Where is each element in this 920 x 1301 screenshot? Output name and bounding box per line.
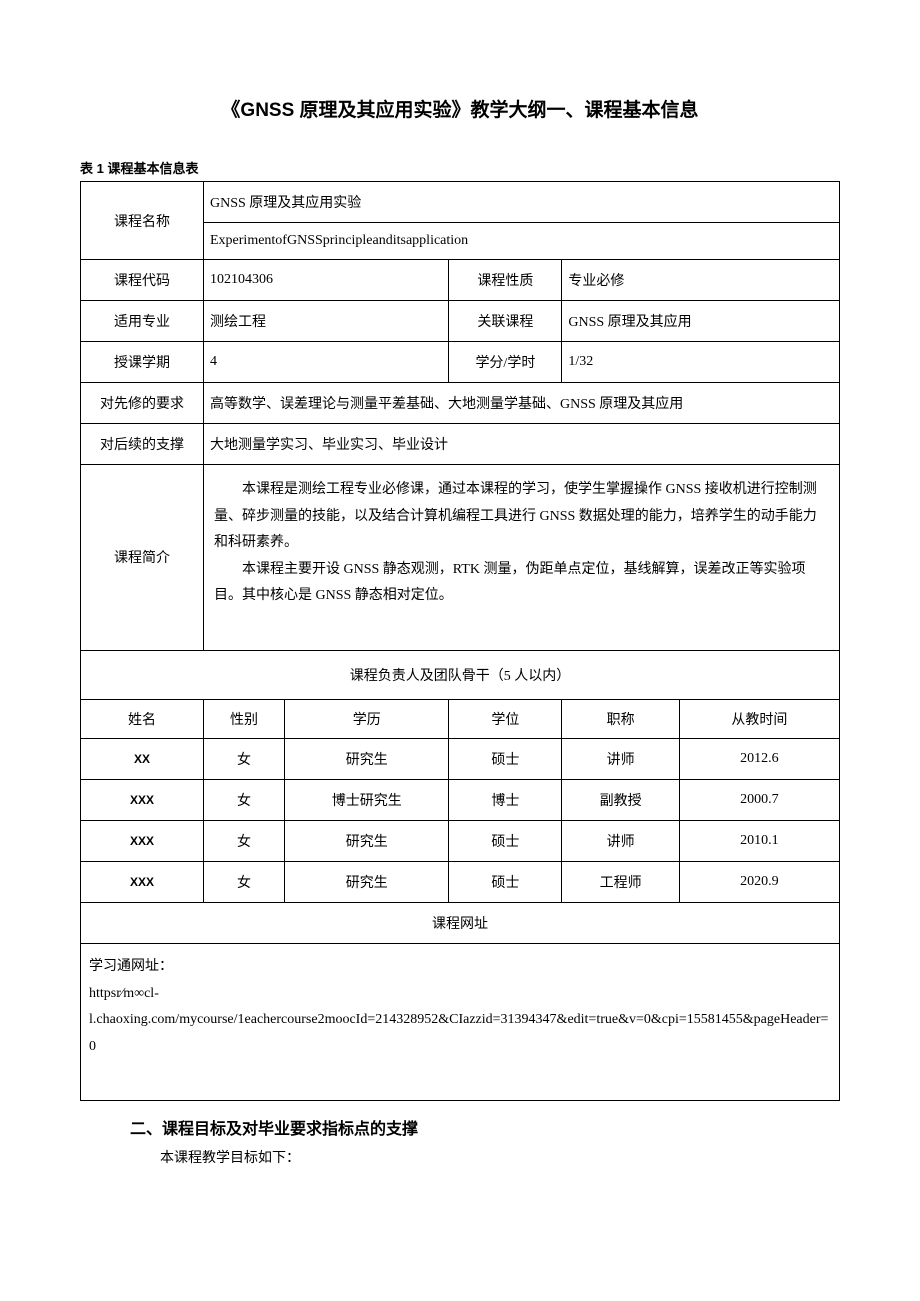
person-gender: 女 bbox=[204, 861, 285, 902]
person-edu: 研究生 bbox=[285, 738, 449, 779]
course-info-table: 课程名称 GNSS 原理及其应用实验 ExperimentofGNSSprinc… bbox=[80, 181, 840, 1101]
col-since: 从教时间 bbox=[679, 699, 839, 738]
person-title: 工程师 bbox=[562, 861, 679, 902]
person-gender: 女 bbox=[204, 779, 285, 820]
label-semester: 授课学期 bbox=[81, 342, 204, 383]
person-since: 2020.9 bbox=[679, 861, 839, 902]
course-intro: 本课程是测绘工程专业必修课，通过本课程的学习，使学生掌握操作 GNSS 接收机进… bbox=[204, 465, 840, 651]
label-prereq: 对先修的要求 bbox=[81, 383, 204, 424]
course-name-en: ExperimentofGNSSprincipleanditsapplicati… bbox=[204, 223, 840, 260]
person-name: XXX bbox=[81, 779, 204, 820]
person-edu: 博士研究生 bbox=[285, 779, 449, 820]
person-title: 讲师 bbox=[562, 738, 679, 779]
col-gender: 性别 bbox=[204, 699, 285, 738]
person-name: XXX bbox=[81, 861, 204, 902]
team-row: XXX 女 博士研究生 博士 副教授 2000.7 bbox=[81, 779, 840, 820]
team-header: 课程负责人及团队骨干（5 人以内） bbox=[81, 650, 840, 699]
person-gender: 女 bbox=[204, 738, 285, 779]
team-row: XX 女 研究生 硕士 讲师 2012.6 bbox=[81, 738, 840, 779]
person-name: XX bbox=[81, 738, 204, 779]
label-support: 对后续的支撑 bbox=[81, 424, 204, 465]
person-gender: 女 bbox=[204, 820, 285, 861]
person-since: 2000.7 bbox=[679, 779, 839, 820]
person-edu: 研究生 bbox=[285, 861, 449, 902]
course-related: GNSS 原理及其应用 bbox=[562, 301, 840, 342]
col-degree: 学位 bbox=[449, 699, 562, 738]
label-related: 关联课程 bbox=[449, 301, 562, 342]
course-support: 大地测量学实习、毕业实习、毕业设计 bbox=[204, 424, 840, 465]
label-course-nature: 课程性质 bbox=[449, 260, 562, 301]
team-row: XXX 女 研究生 硕士 讲师 2010.1 bbox=[81, 820, 840, 861]
label-major: 适用专业 bbox=[81, 301, 204, 342]
person-edu: 研究生 bbox=[285, 820, 449, 861]
url-line1: 学习通网址： bbox=[89, 954, 831, 981]
person-title: 讲师 bbox=[562, 820, 679, 861]
course-semester: 4 bbox=[204, 342, 449, 383]
person-since: 2010.1 bbox=[679, 820, 839, 861]
course-prereq: 高等数学、误差理论与测量平差基础、大地测量学基础、GNSS 原理及其应用 bbox=[204, 383, 840, 424]
url-line2: httpsr∕m∞cl- bbox=[89, 981, 831, 1008]
person-degree: 博士 bbox=[449, 779, 562, 820]
team-row: XXX 女 研究生 硕士 工程师 2020.9 bbox=[81, 861, 840, 902]
col-name: 姓名 bbox=[81, 699, 204, 738]
course-url-cell: 学习通网址： httpsr∕m∞cl- l.chaoxing.com/mycou… bbox=[81, 943, 840, 1100]
url-line3: l.chaoxing.com/mycourse/1eachercourse2mo… bbox=[89, 1007, 831, 1060]
course-name-cn: GNSS 原理及其应用实验 bbox=[204, 182, 840, 223]
person-degree: 硕士 bbox=[449, 861, 562, 902]
course-nature: 专业必修 bbox=[562, 260, 840, 301]
person-title: 副教授 bbox=[562, 779, 679, 820]
table-caption: 表 1 课程基本信息表 bbox=[80, 158, 840, 177]
label-intro: 课程简介 bbox=[81, 465, 204, 651]
col-title: 职称 bbox=[562, 699, 679, 738]
course-url-header: 课程网址 bbox=[81, 902, 840, 943]
document-title: 《GNSS 原理及其应用实验》教学大纲一、课程基本信息 bbox=[80, 95, 840, 122]
person-degree: 硕士 bbox=[449, 738, 562, 779]
section-2-heading: 二、课程目标及对毕业要求指标点的支撑 bbox=[130, 1115, 840, 1139]
label-course-name: 课程名称 bbox=[81, 182, 204, 260]
label-course-code: 课程代码 bbox=[81, 260, 204, 301]
course-credit-hours: 1/32 bbox=[562, 342, 840, 383]
course-code: 102104306 bbox=[204, 260, 449, 301]
person-degree: 硕士 bbox=[449, 820, 562, 861]
person-name: XXX bbox=[81, 820, 204, 861]
intro-p2: 本课程主要开设 GNSS 静态观测，RTK 测量，伪距单点定位，基线解算，误差改… bbox=[214, 557, 829, 610]
intro-p1: 本课程是测绘工程专业必修课，通过本课程的学习，使学生掌握操作 GNSS 接收机进… bbox=[214, 477, 829, 557]
section-2-text: 本课程教学目标如下： bbox=[160, 1147, 840, 1167]
course-major: 测绘工程 bbox=[204, 301, 449, 342]
person-since: 2012.6 bbox=[679, 738, 839, 779]
label-credit-hours: 学分/学时 bbox=[449, 342, 562, 383]
col-education: 学历 bbox=[285, 699, 449, 738]
